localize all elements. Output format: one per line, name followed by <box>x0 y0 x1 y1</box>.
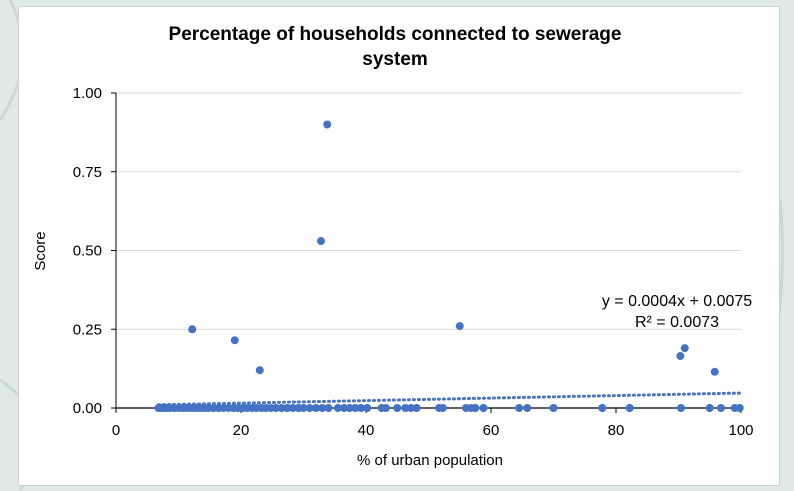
data-point <box>272 404 280 412</box>
gridlines <box>116 92 741 330</box>
y-tick-label: 0.00 <box>73 400 102 417</box>
data-point <box>393 404 402 412</box>
data-point <box>324 404 333 412</box>
x-axis-label: % of urban population <box>357 452 503 469</box>
data-point <box>277 404 286 412</box>
data-point <box>549 404 558 412</box>
data-point <box>598 404 607 412</box>
x-tick-label: 40 <box>358 422 375 439</box>
y-tick-label: 0.25 <box>73 321 102 338</box>
data-point <box>676 352 685 361</box>
data-point <box>407 404 415 412</box>
data-point <box>455 322 464 331</box>
x-tick-label: 100 <box>728 422 753 439</box>
x-tick-label: 60 <box>483 422 500 439</box>
data-point <box>523 404 532 412</box>
data-point <box>318 404 327 412</box>
chart-title-line-2: system <box>362 49 428 70</box>
data-point <box>401 404 410 412</box>
trendline <box>157 391 743 407</box>
data-point <box>351 404 360 412</box>
data-point <box>438 404 447 412</box>
data-point <box>283 404 292 412</box>
data-point <box>312 404 320 412</box>
data-point <box>479 404 488 412</box>
x-tick-label: 80 <box>608 422 625 439</box>
trendline-equation: y = 0.0004x + 0.0075 <box>602 293 752 310</box>
x-tick-label: 20 <box>233 422 250 439</box>
data-point <box>471 404 480 412</box>
y-tick-label: 1.00 <box>73 85 102 102</box>
data-point <box>188 325 197 334</box>
data-point <box>735 404 744 412</box>
axes <box>111 92 742 413</box>
data-point <box>717 404 725 412</box>
data-point <box>677 404 685 412</box>
trendline-path <box>157 391 743 407</box>
y-axis-label: Score <box>32 231 49 270</box>
data-point <box>299 404 308 412</box>
data-point <box>230 336 239 345</box>
data-point <box>357 404 365 412</box>
data-point <box>317 237 325 246</box>
chart-title-line-1: Percentage of households connected to se… <box>169 24 622 45</box>
y-tick-label: 0.75 <box>73 164 102 181</box>
data-point <box>305 404 314 412</box>
data-point <box>340 404 349 412</box>
data-point <box>363 404 372 412</box>
data-points <box>154 120 744 412</box>
data-point <box>625 404 634 412</box>
data-point <box>288 404 297 412</box>
data-point <box>345 404 354 412</box>
data-point <box>323 120 332 129</box>
chart-labels: Percentage of households connected to se… <box>32 24 752 469</box>
chart-card: 0.00 0.25 0.50 0.75 1.00 0 20 40 60 80 100 Percent… <box>18 6 780 486</box>
data-point <box>255 366 264 375</box>
chart-plot: 0.00 0.25 0.50 0.75 1.00 0 20 40 60 80 100 Percent… <box>32 24 754 469</box>
y-tick-label: 0.50 <box>73 243 102 260</box>
data-point <box>412 404 421 412</box>
data-point <box>382 404 390 412</box>
data-point <box>680 344 689 353</box>
trendline-r2: R² = 0.0073 <box>635 314 719 331</box>
data-point <box>515 404 524 412</box>
data-point <box>710 367 719 376</box>
x-tick-label: 0 <box>112 422 120 439</box>
data-point <box>705 404 714 412</box>
data-point <box>333 404 342 412</box>
tick-labels: 0.00 0.25 0.50 0.75 1.00 0 20 40 60 80 100 <box>73 85 754 439</box>
